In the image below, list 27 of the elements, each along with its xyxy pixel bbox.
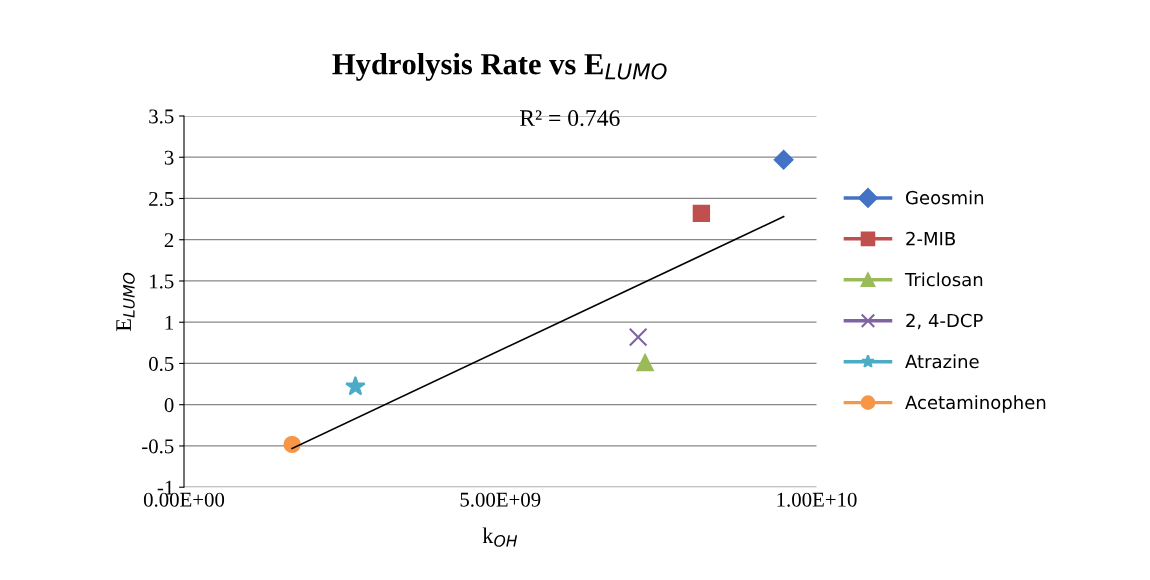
legend-label: Acetaminophen	[905, 395, 1046, 413]
point	[636, 353, 654, 372]
legend-label: Atrazine	[905, 354, 979, 369]
point	[692, 204, 711, 223]
x-tick-label: 1.00E+10	[777, 492, 857, 507]
y-tick-label: 1.5	[150, 274, 174, 289]
point	[773, 149, 794, 170]
legend-label: 2-MIB	[906, 231, 955, 246]
y-axis-title: E$_{LUMO}$	[116, 272, 135, 332]
point	[628, 327, 648, 347]
chart-title: Hydrolysis Rate vs E$_{LUMO}$	[332, 52, 667, 81]
y-tick-label: 3.5	[149, 109, 174, 124]
point	[283, 435, 301, 453]
y-tick-label: 0.5	[149, 356, 174, 371]
y-tick-label: 2	[164, 233, 174, 247]
annotation: R² = 0.746	[519, 110, 620, 127]
y-tick-label: 0	[164, 398, 174, 413]
y-tick-label: 1	[165, 315, 174, 330]
x-tick-label: 5.00E+09	[460, 492, 541, 507]
point	[345, 375, 366, 396]
y-tick-label: 2.5	[149, 191, 174, 207]
y-tick-label: -0.5	[142, 439, 174, 454]
legend-label: Triclosan	[904, 272, 983, 287]
y-tick-label: 3	[164, 150, 174, 165]
x-axis-title: k$_{OH}$	[482, 527, 518, 547]
legend-label: 2, 4-DCP	[906, 313, 983, 330]
legend-label: Geosmin	[906, 190, 984, 205]
